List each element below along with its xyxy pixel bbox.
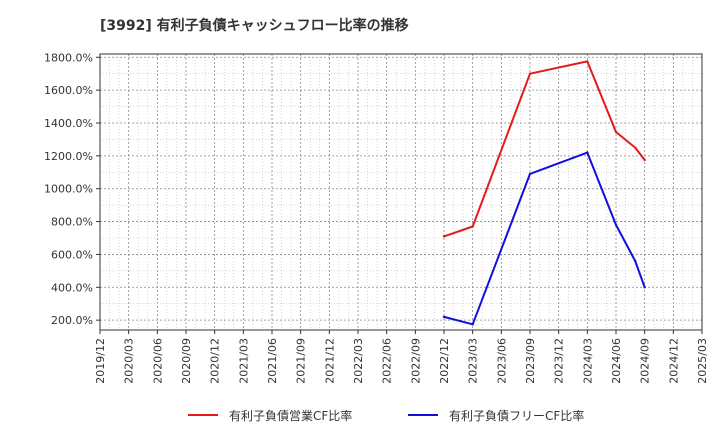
- x-tick-label: 2023/03: [467, 338, 480, 384]
- x-tick-label: 2024/12: [667, 338, 680, 384]
- x-tick-label: 2022/09: [409, 338, 422, 384]
- legend: 有利子負債営業CF比率 有利子負債フリーCF比率: [188, 408, 584, 423]
- plot-area: [100, 54, 702, 330]
- data-point-operating-cf: [614, 130, 618, 134]
- x-tick-label: 2024/03: [581, 338, 594, 384]
- plot-border: [99, 53, 703, 331]
- x-tick-label: 2023/06: [495, 338, 508, 384]
- y-tick-label: 1800.0%: [44, 51, 93, 64]
- data-point-operating-cf: [471, 225, 474, 228]
- x-tick-label: 2024/09: [639, 338, 652, 384]
- x-tick-label: 2021/12: [323, 338, 336, 384]
- x-tick-label: 2020/12: [209, 338, 222, 384]
- x-tick-label: 2022/06: [381, 338, 394, 384]
- x-tick-label: 2023/09: [524, 338, 537, 384]
- y-tick-label: 600.0%: [51, 248, 93, 261]
- data-point-free-cf: [471, 323, 474, 326]
- legend-label-operating-cf: 有利子負債営業CF比率: [229, 408, 352, 423]
- x-tick-label: 2021/03: [237, 338, 250, 384]
- data-point-operating-cf: [586, 60, 589, 63]
- data-point-free-cf: [643, 286, 646, 289]
- data-point-free-cf: [442, 315, 446, 319]
- data-point-operating-cf: [528, 72, 532, 75]
- data-point-free-cf: [528, 172, 532, 176]
- y-tick-label: 200.0%: [51, 314, 93, 327]
- x-tick-label: 2021/06: [266, 338, 279, 384]
- y-tick-label: 1000.0%: [44, 183, 93, 196]
- data-point-free-cf: [614, 223, 618, 227]
- y-tick-label: 800.0%: [51, 216, 93, 229]
- chart-title: [3992] 有利子負債キャッシュフロー比率の推移: [100, 17, 409, 34]
- data-point-operating-cf: [643, 158, 646, 162]
- y-tick-label: 1600.0%: [44, 84, 93, 97]
- data-point-operating-cf: [634, 146, 637, 149]
- x-tick-label: 2021/09: [295, 338, 308, 384]
- x-tick-label: 2020/09: [180, 338, 193, 384]
- legend-label-free-cf: 有利子負債フリーCF比率: [449, 408, 584, 423]
- x-tick-label: 2025/03: [696, 338, 709, 384]
- x-tick-label: 2019/12: [94, 338, 107, 384]
- axes: 200.0% 400.0% 600.0% 800.0% 1000.0% 1200.0% 14…: [44, 51, 709, 383]
- data-point-free-cf: [634, 259, 637, 263]
- x-tick-label: 2022/03: [352, 338, 365, 384]
- x-tick-label: 2020/03: [123, 338, 136, 384]
- data-point-free-cf: [586, 151, 589, 154]
- y-tick-label: 400.0%: [51, 281, 93, 294]
- x-tick-label: 2022/12: [438, 338, 451, 384]
- grid: [100, 54, 702, 330]
- x-tick-label: 2023/12: [553, 338, 566, 384]
- data-point-operating-cf: [442, 235, 446, 238]
- x-tick-label: 2024/06: [610, 338, 623, 384]
- y-tick-label: 1200.0%: [44, 150, 93, 163]
- x-tick-label: 2020/06: [151, 338, 164, 384]
- series-lines: [442, 60, 646, 326]
- y-tick-label: 1400.0%: [44, 117, 93, 130]
